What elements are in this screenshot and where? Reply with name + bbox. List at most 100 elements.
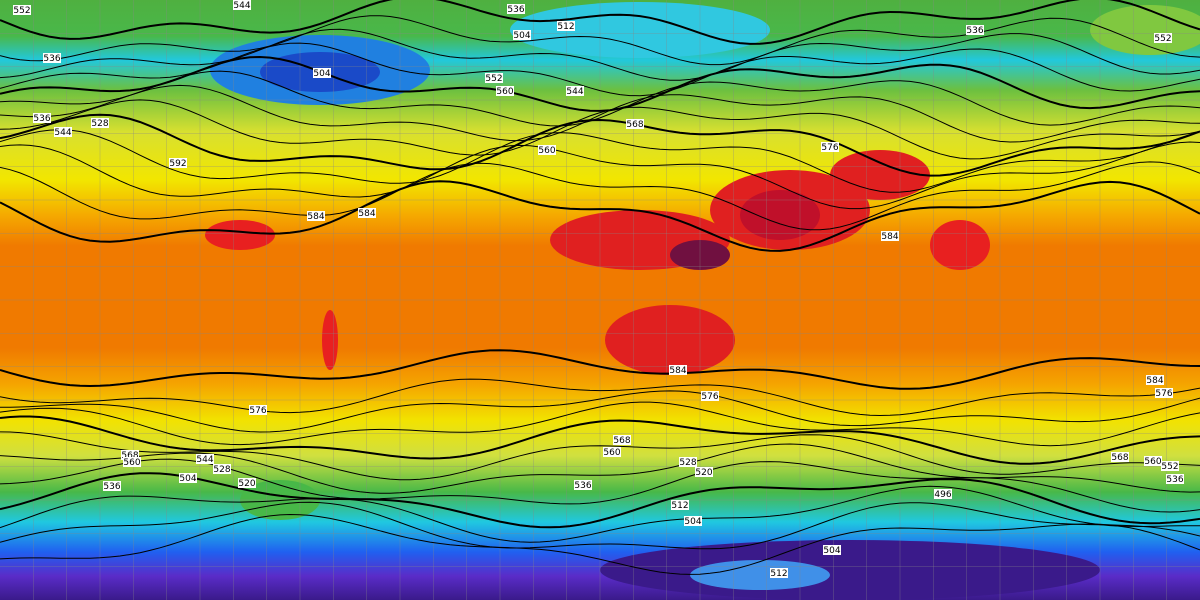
contour-line [0,99,1200,160]
contour-label: 560 [603,448,620,458]
contour-label: 496 [934,490,951,500]
contour-label: 504 [179,474,196,484]
label-box [307,211,325,221]
contour-label: 584 [1146,376,1163,386]
label-box [13,5,31,15]
label-box [695,467,713,477]
contour-label: 576 [701,392,718,402]
label-box [821,142,839,152]
contour-label: 560 [496,87,513,97]
contour-line [0,401,1200,447]
label-box [1111,452,1129,462]
contour-line [0,513,1200,575]
contour-line [0,28,1200,81]
contour-label: 512 [671,501,688,511]
contour-label: 544 [566,87,583,97]
contour-line [0,15,1200,66]
label-box [169,158,187,168]
label-box [196,454,214,464]
contour-label: 584 [881,232,898,242]
label-box [121,450,139,460]
label-box [358,208,376,218]
label-box [538,145,556,155]
contour-label: 504 [684,517,701,527]
label-box [881,231,899,241]
label-box [1154,33,1172,43]
contour-label: 584 [358,209,375,219]
contour-label: 560 [1144,457,1161,467]
contour-line [0,485,1200,543]
label-box [507,4,525,14]
contour-line [0,431,1200,481]
label-box [823,545,841,555]
contour-label: 584 [669,366,686,376]
label-box [1144,456,1162,466]
contour-label: 536 [574,481,591,491]
label-box [496,86,514,96]
label-box [33,113,51,123]
contour-label: 520 [238,479,255,489]
contour-label: 560 [538,146,555,156]
label-box [43,53,61,63]
contour-label: 536 [966,26,983,36]
contour-label: 552 [1154,34,1171,44]
contour-line [0,349,1200,390]
contour-label: 544 [54,128,71,138]
label-box [233,0,251,10]
label-box [603,447,621,457]
label-box [54,127,72,137]
contour-line [0,378,1200,417]
contour-label: 504 [313,69,330,79]
label-box [934,489,952,499]
contour-line [0,55,1200,112]
label-box [1155,388,1173,398]
contour-label: 568 [613,436,630,446]
contour-line [0,113,1200,177]
contour-label: 552 [13,6,30,16]
contour-line [0,443,1200,494]
contour-line [0,129,1200,193]
contour-line [0,0,1200,45]
contour-label: 568 [121,451,138,461]
contour-label: 512 [770,569,787,579]
contour-label: 504 [513,31,530,41]
label-box [669,365,687,375]
contour-label: 576 [821,143,838,153]
contour-label: 512 [557,22,574,32]
contour-label: 520 [695,468,712,478]
contour-label: 568 [1111,453,1128,463]
contour-label: 536 [507,5,524,15]
contour-label: 568 [626,120,643,130]
contour-label: 552 [485,74,502,84]
contour-label: 536 [43,54,60,64]
label-box [213,464,231,474]
contour-label: 536 [1166,475,1183,485]
label-box [91,118,109,128]
contour-label: 576 [249,406,266,416]
label-box [1146,375,1164,385]
contour-line [0,472,1200,529]
label-box [701,391,719,401]
contour-label: 544 [233,1,250,11]
label-box [1161,461,1179,471]
label-box [966,25,984,35]
label-box [1166,474,1184,484]
label-box [103,481,121,491]
label-box [613,435,631,445]
contour-label: 560 [123,458,140,468]
contour-label: 584 [307,212,324,222]
contour-line [0,70,1200,127]
contour-label: 552 [1161,462,1178,472]
label-box [679,457,697,467]
contour-label: 528 [213,465,230,475]
contour-line [0,501,1200,550]
contour-label: 528 [91,119,108,129]
label-box [626,119,644,129]
label-box [179,473,197,483]
contour-label: 536 [33,114,50,124]
contour-label: 504 [823,546,840,556]
contours [0,0,1200,575]
label-box [313,68,331,78]
contour-label: 528 [679,458,696,468]
